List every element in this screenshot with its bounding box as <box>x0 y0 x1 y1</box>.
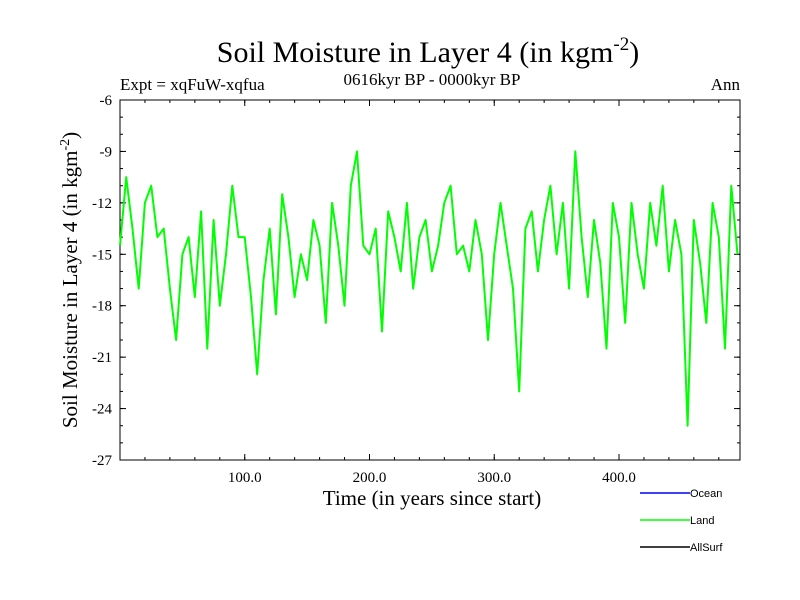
y-axis-label: Soil Moisture in Layer 4 (in kgm-2) <box>58 132 82 428</box>
y-tick-label: -18 <box>92 299 112 315</box>
legend-label-ocean: Ocean <box>690 488 722 500</box>
y-tick-label: -9 <box>100 144 113 160</box>
x-axis-ticks: 100.0 200.0 300.0 400.0 <box>144 100 720 486</box>
y-tick-label: -12 <box>92 196 112 212</box>
period-label: 0616kyr BP - 0000kyr BP <box>344 70 521 89</box>
x-tick-label: 300.0 <box>477 470 511 486</box>
experiment-label: Expt = xqFuW-xqfua <box>120 75 265 94</box>
x-tick-label: 400.0 <box>602 470 636 486</box>
chart-title-main: Soil Moisture in Layer 4 (in kgm <box>217 36 614 69</box>
y-tick-label: -6 <box>100 93 113 109</box>
chart-title: Soil Moisture in Layer 4 (in kgm-2) <box>217 34 639 69</box>
legend-label-land: Land <box>690 515 714 527</box>
y-axis-label-close: ) <box>58 132 82 139</box>
x-tick-label: 100.0 <box>228 470 262 486</box>
plot-frame <box>119 99 741 461</box>
x-axis-label: Time (in years since start) <box>323 486 542 510</box>
y-tick-label: -24 <box>92 402 112 418</box>
y-tick-label: -27 <box>92 453 112 469</box>
chart-title-close: ) <box>629 36 639 69</box>
y-axis-label-main: Soil Moisture in Layer 4 (in kgm <box>58 151 82 429</box>
season-label: Ann <box>711 75 741 94</box>
y-tick-label: -21 <box>92 350 112 366</box>
series-line-land <box>119 150 739 427</box>
chart-title-sup: -2 <box>613 34 629 55</box>
x-tick-label: 200.0 <box>353 470 387 486</box>
series-group <box>119 150 739 427</box>
legend-label-allsurf: AllSurf <box>690 542 723 554</box>
legend: Ocean Land AllSurf <box>640 488 723 554</box>
y-tick-label: -15 <box>92 247 112 263</box>
y-axis-label-sup: -2 <box>58 139 73 151</box>
